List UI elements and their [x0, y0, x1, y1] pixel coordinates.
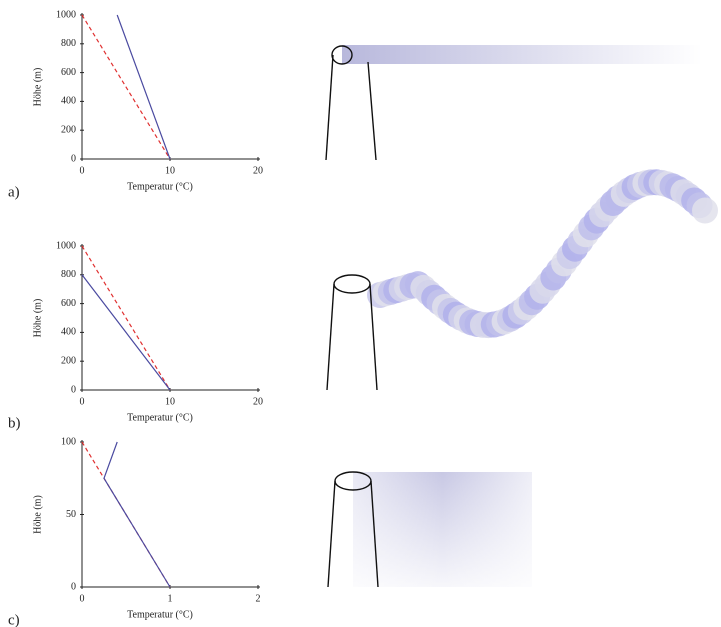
- x-tick-label: 1: [168, 593, 173, 604]
- plume-shade: [353, 472, 532, 587]
- x-tick-label: 20: [253, 396, 263, 407]
- y-tick-label: 0: [71, 153, 76, 164]
- y-axis-label: Höhe (m): [32, 495, 43, 534]
- chimney: [367, 61, 377, 161]
- y-tick-label: 200: [61, 355, 76, 366]
- x-tick-label: 2: [256, 593, 261, 604]
- chimney: [325, 54, 334, 161]
- y-tick-label: 1000: [56, 9, 76, 20]
- y-axis-label: Höhe (m): [32, 68, 43, 107]
- y-tick-label: 800: [61, 38, 76, 49]
- y-tick-label: 400: [61, 96, 76, 107]
- y-tick-label: 600: [61, 67, 76, 78]
- chimney-top: [331, 45, 353, 65]
- y-tick-label: 100: [61, 436, 76, 447]
- y-tick-label: 600: [61, 298, 76, 309]
- y-tick-label: 0: [71, 581, 76, 592]
- plume: [367, 169, 718, 339]
- y-tick-label: 0: [71, 384, 76, 395]
- y-tick-label: 800: [61, 269, 76, 280]
- line: [81, 14, 171, 160]
- y-axis-label: Höhe (m): [32, 299, 43, 338]
- plume-puff: [692, 197, 718, 224]
- x-axis-label: Temperatur (°C): [127, 412, 193, 423]
- chimney-top: [333, 274, 371, 294]
- panel-label: b): [8, 415, 21, 431]
- x-tick-label: 0: [80, 396, 85, 407]
- line: [116, 14, 171, 160]
- panel-label: a): [8, 184, 20, 200]
- chimney: [369, 283, 378, 391]
- panel-label: c): [8, 612, 20, 627]
- line: [81, 245, 171, 391]
- x-tick-label: 0: [80, 165, 85, 176]
- x-axis-label: Temperatur (°C): [127, 181, 193, 192]
- line: [81, 274, 171, 391]
- x-tick-label: 10: [165, 165, 175, 176]
- chimney: [327, 480, 336, 588]
- x-axis-label: Temperatur (°C): [127, 609, 193, 620]
- x-tick-label: 20: [253, 165, 263, 176]
- y-tick-label: 1000: [56, 240, 76, 251]
- x-tick-label: 10: [165, 396, 175, 407]
- chimney: [326, 283, 335, 391]
- chimney: [370, 480, 379, 588]
- plume: [342, 45, 702, 64]
- y-tick-label: 200: [61, 124, 76, 135]
- line: [103, 441, 171, 588]
- x-tick-label: 0: [80, 593, 85, 604]
- y-tick-label: 50: [66, 509, 76, 520]
- y-tick-label: 400: [61, 327, 76, 338]
